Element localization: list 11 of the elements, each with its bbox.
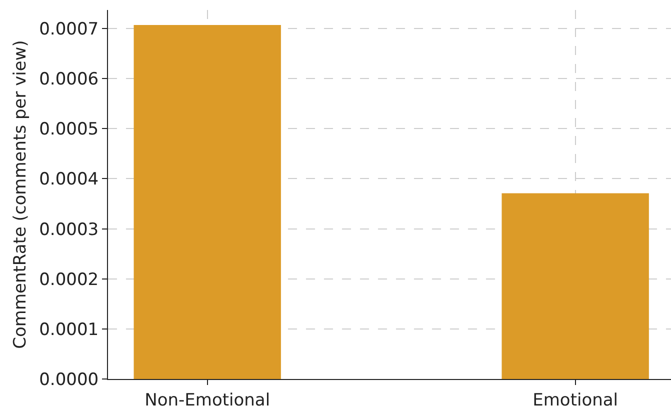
- y-axis-title: CommentRate (comments per view): [10, 40, 31, 349]
- y-tick-label: 0.0003: [39, 220, 99, 240]
- y-tick-label: 0.0002: [39, 270, 99, 290]
- y-tick-label: 0.0006: [39, 70, 99, 90]
- x-tick-label: Emotional: [532, 390, 618, 410]
- x-tick-label: Non-Emotional: [144, 390, 270, 410]
- y-tick-label: 0.0007: [39, 19, 99, 40]
- y-tick-label: 0.0001: [39, 320, 99, 340]
- y-tick-label: 0.0004: [39, 170, 99, 190]
- y-tick-label: 0.0005: [39, 120, 99, 140]
- y-tick-label: 0.0000: [39, 370, 99, 390]
